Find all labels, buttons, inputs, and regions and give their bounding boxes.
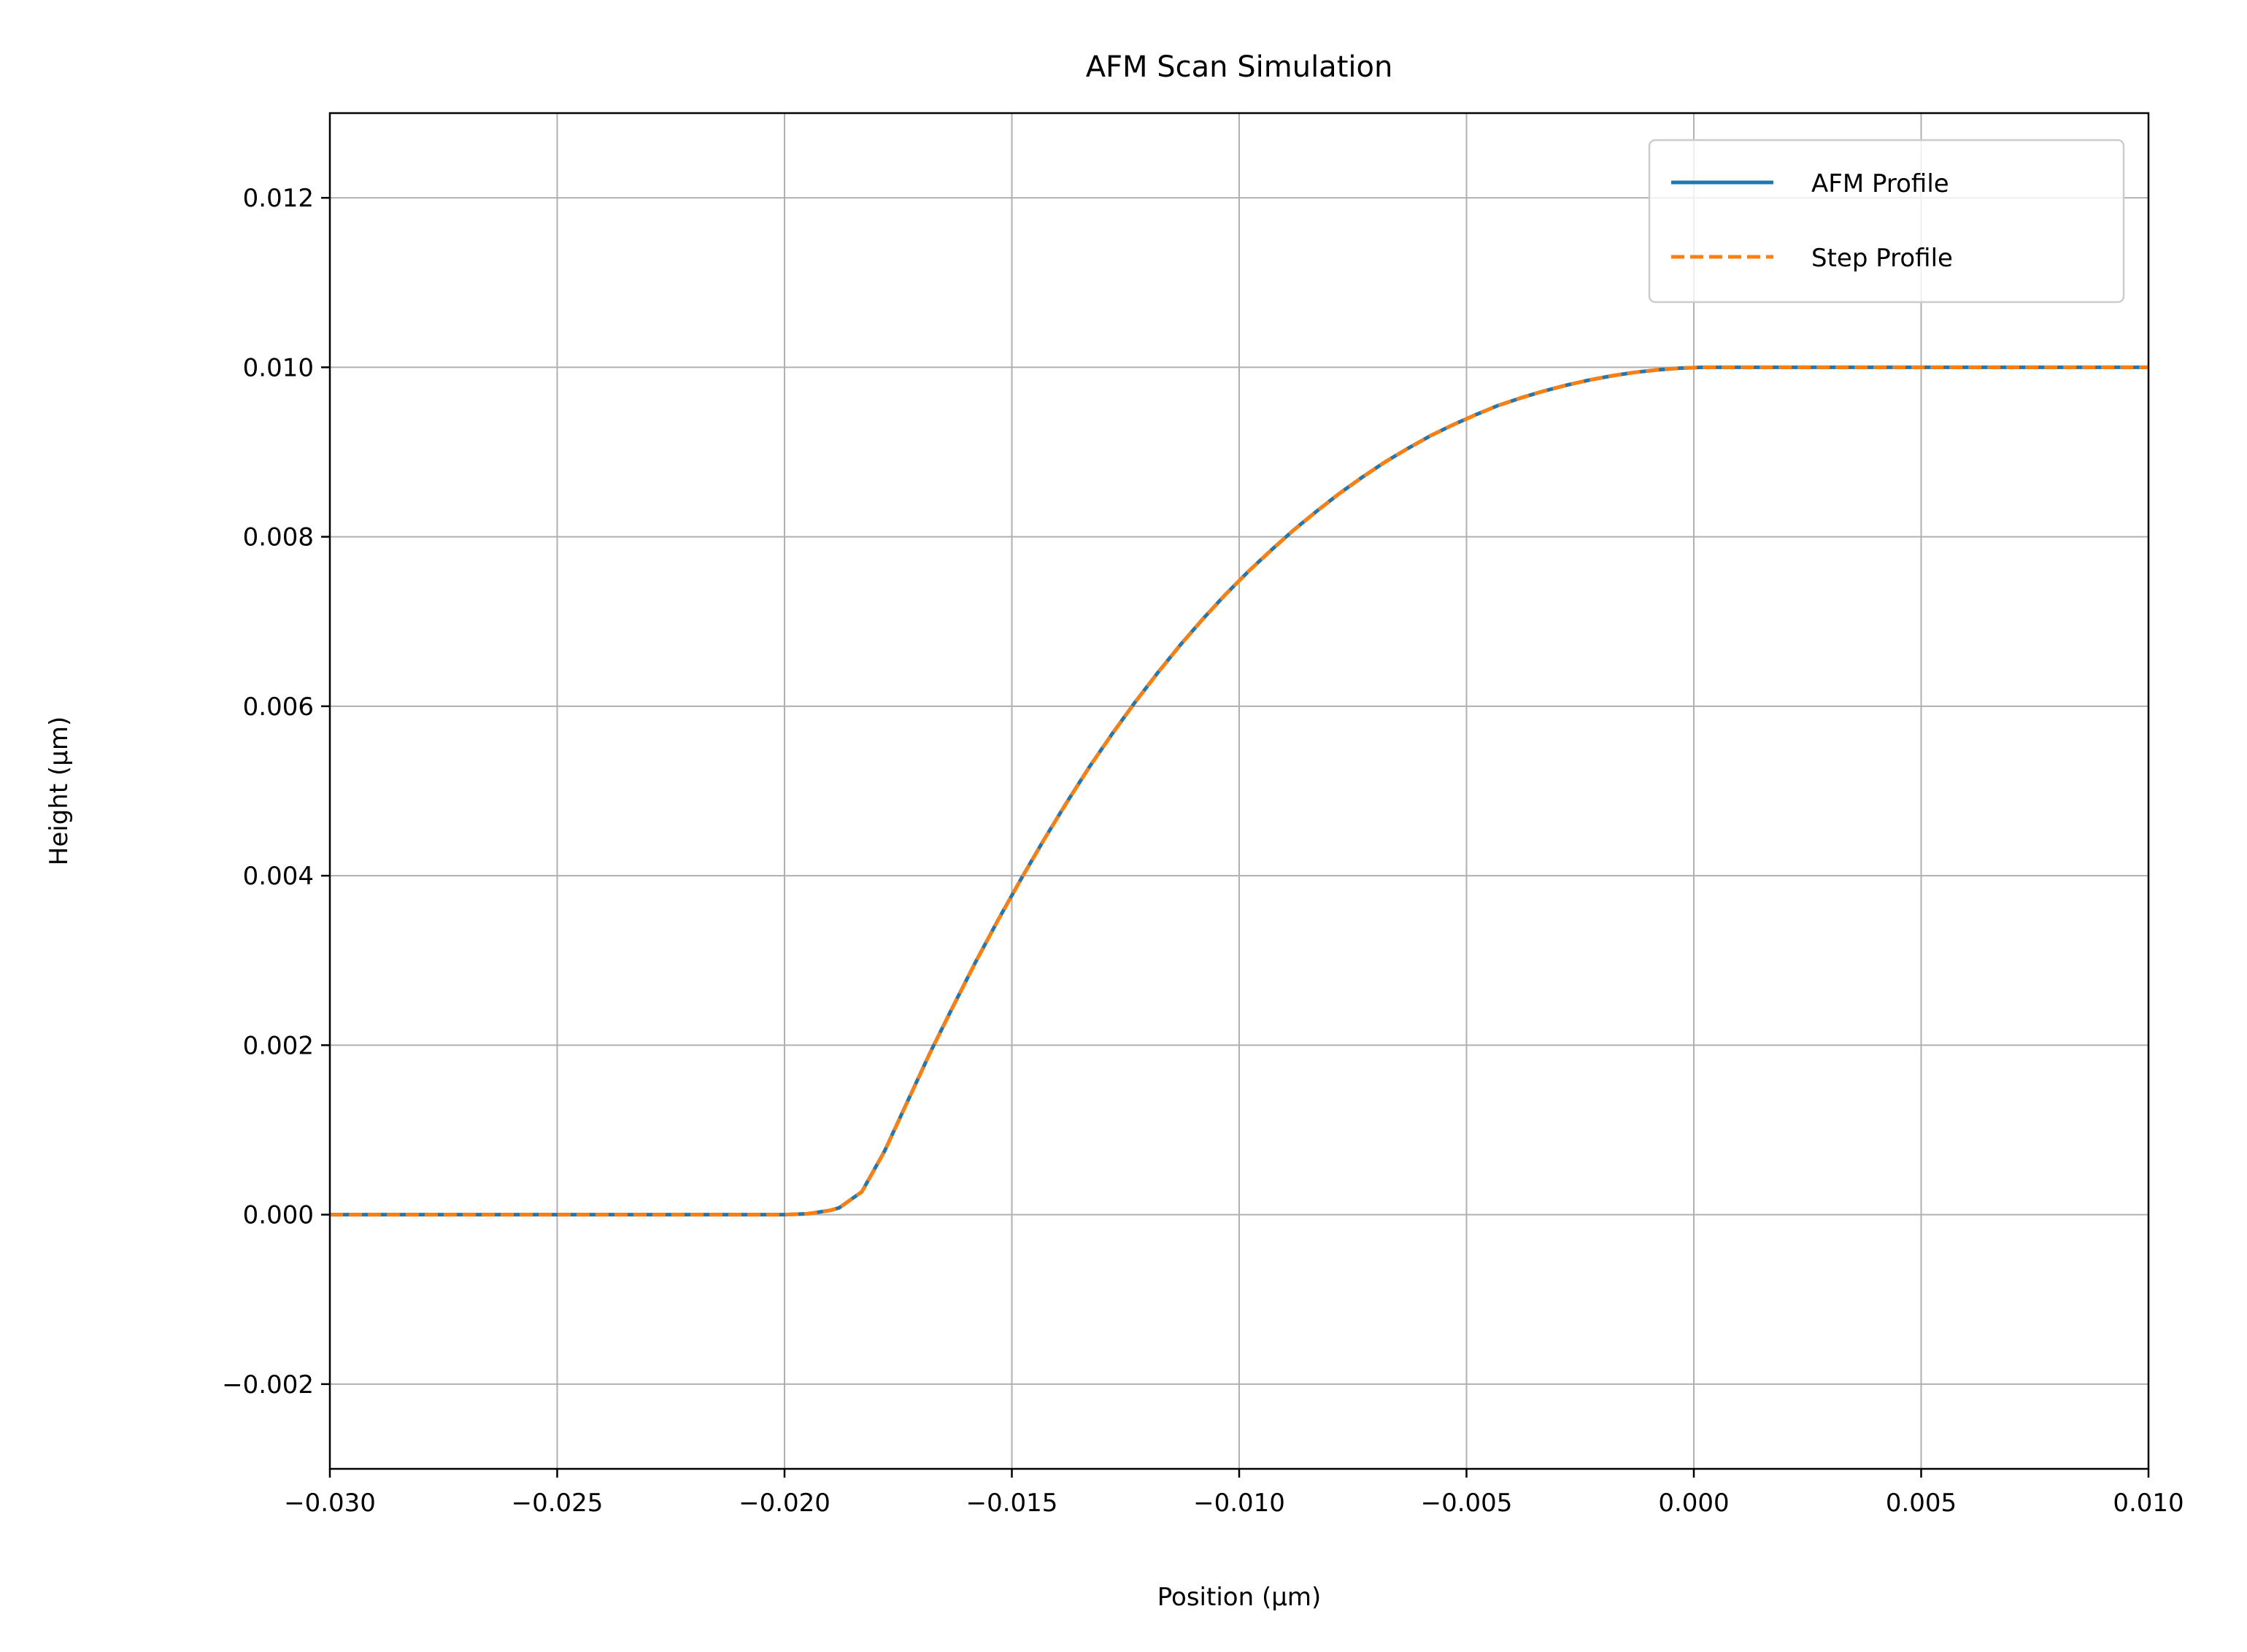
y-axis: −0.002 0.000 0.002 0.004 0.006 0.008 0.010 0.01… [222, 184, 330, 1400]
legend-box [1648, 139, 2125, 304]
y-tick-label: 0.004 [243, 862, 314, 891]
y-tick-label: 0.010 [243, 353, 314, 382]
legend-label-afm-profile: AFM Profile [1811, 169, 1949, 198]
x-tick-label: 0.000 [1658, 1489, 1729, 1518]
y-tick-label: 0.006 [243, 692, 314, 722]
legend-label-step-profile: Step Profile [1811, 244, 1953, 273]
y-tick-label: 0.000 [243, 1201, 314, 1230]
x-tick-label: −0.020 [739, 1489, 830, 1518]
y-tick-label: 0.002 [243, 1031, 314, 1060]
y-tick-label: 0.012 [243, 184, 314, 213]
x-axis: −0.030 −0.025 −0.020 −0.015 −0.010 −0.005 0.00… [284, 1469, 2184, 1518]
legend: AFM Profile Step Profile [1648, 139, 2125, 304]
x-tick-label: −0.030 [284, 1489, 376, 1518]
y-tick-label: −0.002 [222, 1370, 314, 1400]
series-layer [330, 365, 2148, 1217]
chart-title: AFM Scan Simulation [1086, 50, 1393, 84]
x-tick-label: 0.005 [1886, 1489, 1957, 1518]
y-tick-label: 0.008 [243, 523, 314, 552]
x-tick-label: −0.015 [966, 1489, 1058, 1518]
y-axis-label: Height (µm) [45, 717, 74, 865]
x-tick-label: 0.010 [2113, 1489, 2184, 1518]
series-line-step-profile [330, 365, 2148, 1217]
x-tick-label: −0.005 [1421, 1489, 1513, 1518]
x-axis-label: Position (µm) [1157, 1583, 1321, 1612]
x-tick-label: −0.010 [1193, 1489, 1285, 1518]
x-tick-label: −0.025 [512, 1489, 604, 1518]
